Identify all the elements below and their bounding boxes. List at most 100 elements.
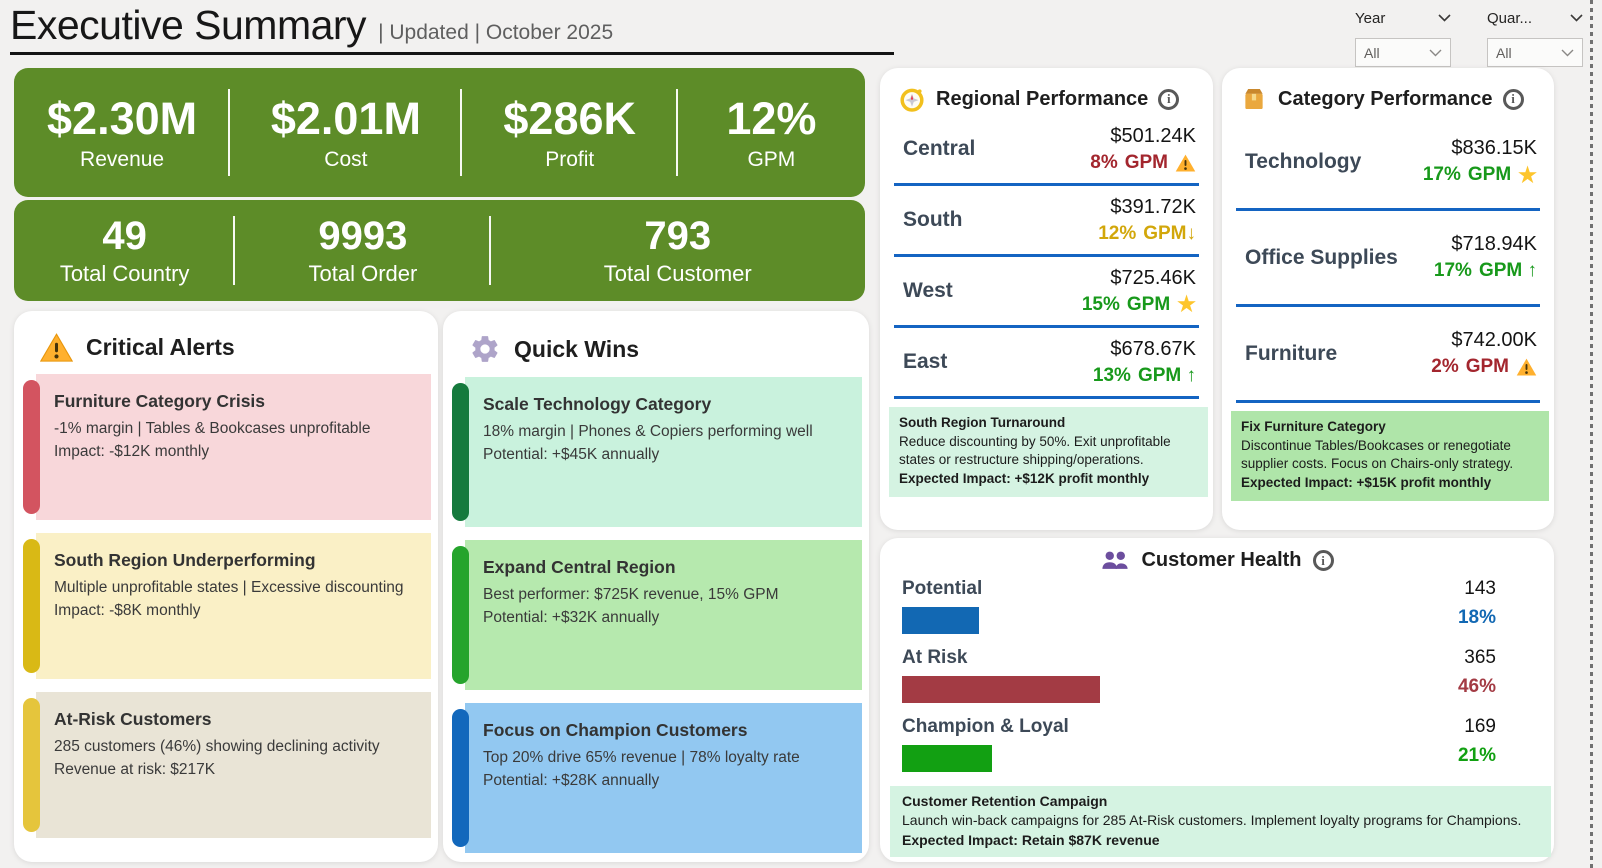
segment-bar[interactable] xyxy=(902,676,1100,703)
chevron-down-icon xyxy=(1429,49,1442,56)
regional-recommendation: South Region Turnaround Reduce discounti… xyxy=(889,407,1208,497)
segment-label: Champion & Loyal xyxy=(902,716,1069,737)
critical-alerts-header: Critical Alerts xyxy=(14,311,438,374)
filter-year-header[interactable]: Year xyxy=(1355,6,1451,30)
segment-row-potential: Potential 143 18% xyxy=(902,578,1496,647)
segment-count: 365 xyxy=(1464,647,1496,668)
filter-year-dropdown[interactable]: All xyxy=(1355,38,1451,67)
category-row-furniture[interactable]: Furniture $742.00K 2% GPM xyxy=(1236,307,1540,403)
category-performance-title: Category Performance xyxy=(1278,87,1493,110)
category-recommendation: Fix Furniture Category Discontinue Table… xyxy=(1231,411,1549,501)
star-icon: ★ xyxy=(1177,293,1196,316)
alert-card-south-region: South Region Underperforming Multiple un… xyxy=(23,533,431,679)
kpi-total-order-value: 9993 xyxy=(318,214,408,258)
info-icon[interactable]: i xyxy=(1502,88,1524,110)
win-card-title: Scale Technology Category xyxy=(483,394,712,414)
regional-performance-title: Regional Performance xyxy=(936,87,1149,110)
critical-alerts-title: Critical Alerts xyxy=(86,334,235,360)
segment-bar[interactable] xyxy=(902,745,993,772)
region-gpm-status: 15% GPM ★ xyxy=(1081,293,1196,316)
alert-accent-bar xyxy=(23,380,40,514)
category-revenue: $836.15K xyxy=(1451,137,1537,159)
page-subtitle: | Updated | October 2025 xyxy=(378,21,614,44)
region-row-east[interactable]: East $678.67K 13% GPM ↑ xyxy=(894,328,1199,399)
win-accent-bar xyxy=(452,709,469,847)
region-gpm-status: 12% GPM↓ xyxy=(1098,222,1196,244)
region-row-south[interactable]: South $391.72K 12% GPM↓ xyxy=(894,186,1199,257)
customer-health-panel: Customer Health i Potential 143 18% At R… xyxy=(880,538,1554,862)
alert-card-at-risk: At-Risk Customers 285 customers (46%) sh… xyxy=(23,692,431,838)
category-revenue: $718.94K xyxy=(1451,233,1537,255)
warning-small-icon xyxy=(1516,358,1537,376)
filter-quarter: Quar... All xyxy=(1487,6,1583,67)
alert-card-furniture: Furniture Category Crisis -1% margin | T… xyxy=(23,374,431,520)
kpi-total-order: 9993 Total Order xyxy=(235,200,491,301)
alert-accent-bar xyxy=(23,698,40,832)
win-card-champion-customers: Focus on Champion Customers Top 20% driv… xyxy=(452,703,862,853)
segment-label: At Risk xyxy=(902,647,968,668)
chevron-down-icon xyxy=(1438,14,1451,22)
info-icon[interactable]: i xyxy=(1312,550,1334,571)
filter-quarter-dropdown[interactable]: All xyxy=(1487,38,1583,67)
win-card-line2: Potential: +$45K annually xyxy=(483,446,660,464)
quick-wins-list: Scale Technology Category 18% margin | P… xyxy=(443,377,869,853)
info-icon[interactable]: i xyxy=(1158,88,1180,110)
win-card-title: Focus on Champion Customers xyxy=(483,720,748,740)
region-row-west[interactable]: West $725.46K 15% GPM ★ xyxy=(894,257,1199,328)
selection-dashed-border xyxy=(1590,0,1593,868)
warning-triangle-icon xyxy=(40,333,73,362)
kpi-revenue: $2.30M Revenue xyxy=(14,68,231,197)
critical-alerts-panel: Critical Alerts Furniture Category Crisi… xyxy=(14,311,438,862)
quick-wins-title: Quick Wins xyxy=(514,335,640,362)
region-revenue: $678.67K xyxy=(1110,337,1196,360)
kpi-cost-label: Cost xyxy=(324,148,368,172)
kpi-band-totals: 49 Total Country 9993 Total Order 793 To… xyxy=(14,200,865,301)
regional-performance-panel: Regional Performance i Central $501.24K … xyxy=(880,68,1213,530)
alert-card-title: At-Risk Customers xyxy=(54,709,212,729)
kpi-total-customer-label: Total Customer xyxy=(603,261,752,286)
critical-alerts-list: Furniture Category Crisis -1% margin | T… xyxy=(14,374,438,838)
kpi-total-country: 49 Total Country xyxy=(14,200,236,301)
region-revenue: $725.46K xyxy=(1110,266,1196,289)
kpi-gpm: 12% GPM xyxy=(678,68,865,197)
chevron-down-icon xyxy=(1561,49,1574,56)
segment-row-champion-loyal: Champion & Loyal 169 21% xyxy=(902,716,1496,785)
region-gpm-status: 13% GPM ↑ xyxy=(1092,364,1196,386)
alert-card-title: South Region Underperforming xyxy=(54,550,316,570)
quick-wins-header: Quick Wins xyxy=(443,311,869,377)
win-accent-bar xyxy=(452,546,469,684)
filter-year: Year All xyxy=(1355,6,1451,67)
filter-year-label: Year xyxy=(1355,9,1386,27)
filter-year-value: All xyxy=(1364,44,1380,61)
regional-rows: Central $501.24K 8% GPM South $391.72K 1… xyxy=(880,115,1213,399)
kpi-revenue-value: $2.30M xyxy=(47,92,198,144)
segment-count: 143 xyxy=(1464,578,1496,599)
people-icon xyxy=(1102,551,1129,569)
customer-health-rows: Potential 143 18% At Risk 365 46% xyxy=(880,572,1554,785)
kpi-profit: $286K Profit xyxy=(462,68,678,197)
page-header: Executive Summary | Updated | October 20… xyxy=(10,2,894,55)
category-rows: Technology $836.15K 17% GPM ★ Office Sup… xyxy=(1222,115,1554,403)
category-row-office-supplies[interactable]: Office Supplies $718.94K 17% GPM ↑ xyxy=(1236,211,1540,307)
customer-health-recommendation: Customer Retention Campaign Launch win-b… xyxy=(890,786,1551,857)
alert-card-line1: Multiple unprofitable states | Excessive… xyxy=(54,579,404,596)
kpi-profit-label: Profit xyxy=(545,148,595,172)
win-card-central-region: Expand Central Region Best performer: $7… xyxy=(452,540,862,690)
region-row-central[interactable]: Central $501.24K 8% GPM xyxy=(894,115,1199,186)
customer-health-header: Customer Health i xyxy=(880,538,1554,572)
category-row-technology[interactable]: Technology $836.15K 17% GPM ★ xyxy=(1236,115,1540,211)
kpi-total-country-label: Total Country xyxy=(59,261,190,286)
alert-card-line2: Revenue at risk: $217K xyxy=(54,761,216,779)
segment-count: 169 xyxy=(1464,716,1496,737)
region-gpm-status: 8% GPM xyxy=(1090,152,1196,174)
alert-card-line2: Impact: -$12K monthly xyxy=(54,443,210,461)
alert-accent-bar xyxy=(23,539,40,673)
quick-wins-panel: Quick Wins Scale Technology Category 18%… xyxy=(443,311,869,862)
win-card-line2: Potential: +$32K annually xyxy=(483,609,660,627)
category-performance-header: Category Performance i xyxy=(1222,68,1554,115)
filter-quarter-header[interactable]: Quar... xyxy=(1487,6,1583,30)
segment-bar[interactable] xyxy=(902,607,980,634)
category-gpm-status: 17% GPM ★ xyxy=(1422,163,1537,187)
category-performance-panel: Category Performance i Technology $836.1… xyxy=(1222,68,1554,530)
